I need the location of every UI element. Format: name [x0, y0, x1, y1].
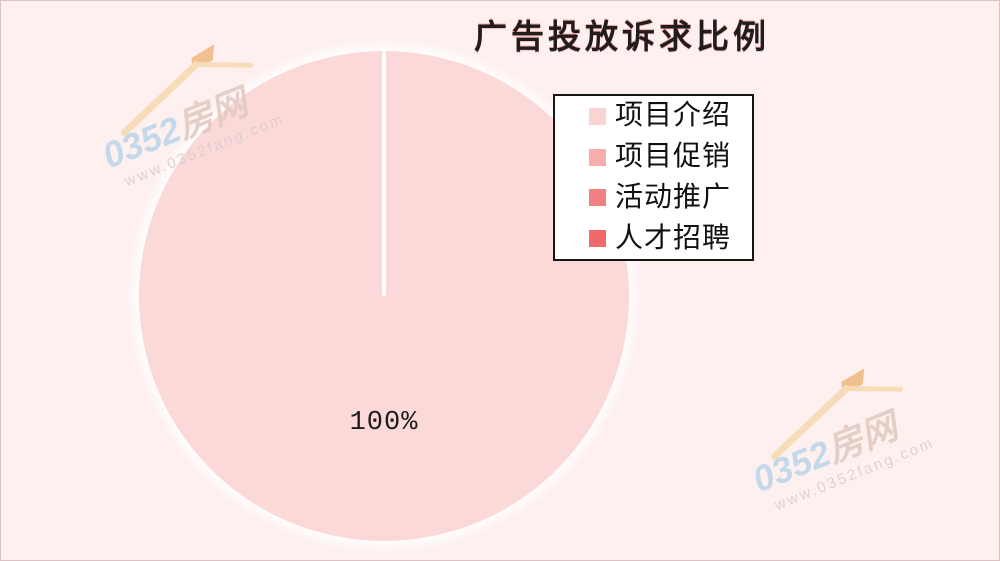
- legend: 项目介绍 项目促销 活动推广 人才招聘: [553, 94, 754, 261]
- legend-item: 活动推广: [555, 178, 752, 219]
- watermark-brand-suffix: 房网: [821, 406, 904, 471]
- watermark-brand-number: 0352: [746, 432, 837, 501]
- watermark-brand: 0352房网: [746, 394, 938, 501]
- legend-item-label: 人才招聘: [615, 222, 732, 254]
- watermark-bottom-right: 0352房网 www.0352fang.com: [731, 351, 946, 518]
- legend-item-label: 项目介绍: [615, 100, 732, 132]
- watermark-url: www.0352fang.com: [772, 434, 937, 515]
- legend-item-label: 活动推广: [615, 181, 732, 213]
- legend-item: 项目介绍: [555, 96, 752, 137]
- legend-item: 人才招聘: [555, 218, 752, 259]
- house-roof-icon: [771, 368, 904, 460]
- legend-swatch-icon: [589, 230, 606, 248]
- legend-swatch-icon: [589, 189, 606, 207]
- pie-slice-border: [382, 51, 386, 296]
- legend-item-label: 项目促销: [615, 141, 732, 173]
- pie-chart: 100%: [139, 51, 629, 541]
- legend-swatch-icon: [589, 148, 606, 166]
- chart-title: 广告投放诉求比例: [474, 20, 770, 56]
- legend-swatch-icon: [589, 107, 606, 125]
- legend-item: 项目促销: [555, 137, 752, 178]
- pie-data-label: 100%: [349, 408, 419, 438]
